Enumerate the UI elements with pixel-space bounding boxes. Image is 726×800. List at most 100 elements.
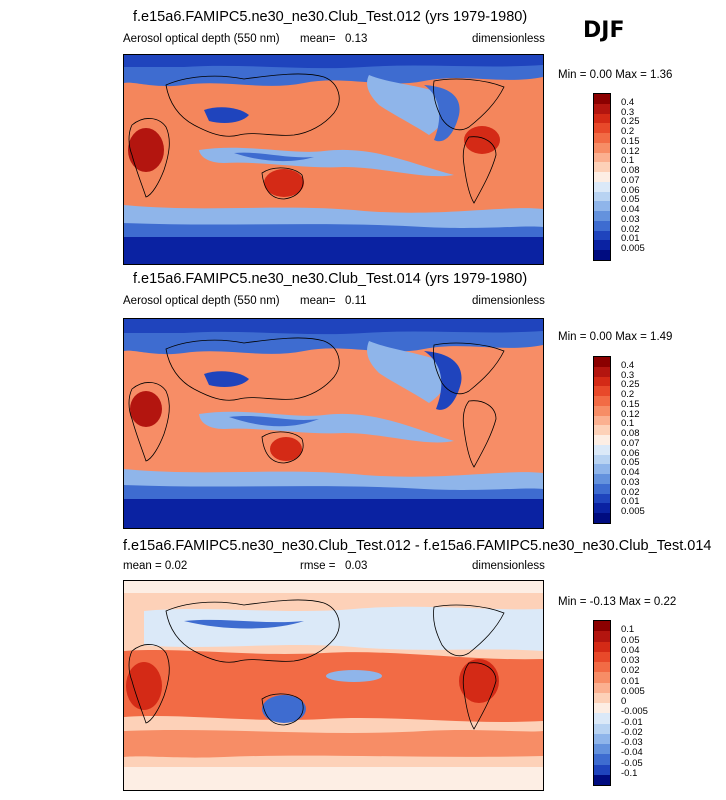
panel-2-title: f.e15a6.FAMIPC5.ne30_ne30.Club_Test.014 …	[133, 271, 528, 287]
map-region-tropical-pos	[124, 650, 543, 722]
map-region-australia-hot	[264, 169, 304, 197]
colorbar-swatch	[594, 162, 610, 172]
colorbar-swatch	[594, 493, 610, 504]
colorbar-tick-label: 0.02	[621, 665, 640, 677]
map-region-north-blue	[144, 606, 543, 651]
map-region-na-west	[424, 351, 462, 410]
colorbar-tick-label: 0.03	[621, 476, 640, 488]
colorbar-tick-label: 0.04	[621, 644, 640, 656]
map-region-tibet	[204, 107, 249, 123]
panel-2-map-svg	[124, 319, 543, 528]
panel-2-mean-label: mean=	[300, 295, 336, 307]
colorbar-tick-label: 0.08	[621, 428, 640, 440]
panel-1-mean-value: 0.13	[345, 33, 368, 45]
colorbar-tick-label: 0	[621, 696, 627, 707]
colorbar-swatch	[594, 113, 610, 124]
map-region-antarctica	[124, 499, 543, 528]
colorbar-swatch	[594, 631, 610, 642]
panel-3-mean-label: mean = 0.02	[123, 560, 188, 572]
colorbar-swatch	[594, 454, 610, 465]
panel-3-title: f.e15a6.FAMIPC5.ne30_ne30.Club_Test.012 …	[123, 538, 712, 554]
colorbar-swatch	[594, 672, 610, 683]
colorbar-swatch	[594, 123, 610, 133]
colorbar-swatch	[594, 641, 610, 652]
colorbar-swatch	[594, 483, 610, 494]
colorbar-tick-label: 0.05	[621, 634, 640, 646]
colorbar-swatch	[594, 181, 610, 192]
colorbar-swatch	[594, 211, 610, 221]
colorbar-tick-label: 0.01	[621, 496, 640, 508]
map-region-tropics-core	[234, 152, 314, 162]
panel-2-map	[123, 318, 544, 529]
colorbar-tick-label: 0.4	[621, 96, 635, 108]
map-coastlines	[128, 599, 505, 730]
map-region-asia-neg	[184, 619, 304, 629]
panel-2-minmax: Min = 0.00 Max = 1.49	[558, 331, 673, 343]
colorbar-tick-label: 0.06	[621, 184, 640, 196]
colorbar-tick-label: 0.05	[621, 457, 640, 469]
colorbar-swatch	[594, 662, 610, 673]
panel-1-map	[123, 54, 544, 265]
map-coastlines	[128, 73, 505, 204]
colorbar-tick-label: -0.01	[621, 716, 643, 728]
map-region-tibet	[204, 371, 249, 387]
panel-1-variable-label: Aerosol optical depth (550 nm)	[123, 33, 280, 45]
colorbar-tick-label: -0.03	[621, 737, 643, 748]
panel-1-minmax: Min = 0.00 Max = 1.36	[558, 69, 673, 81]
colorbar-tick-label: 0.04	[621, 204, 640, 216]
panel-3-rmse-label: rmse =	[300, 560, 336, 572]
colorbar-tick-label: 0.04	[621, 467, 640, 479]
map-region-tropics-core	[229, 416, 319, 427]
colorbar-swatch	[594, 103, 610, 114]
colorbar-tick-label: 0.07	[621, 437, 640, 449]
colorbar-swatch	[594, 764, 610, 775]
colorbar-tick-label: 0.2	[621, 126, 635, 138]
panel-2-mean-value: 0.11	[345, 295, 367, 307]
panel-3-units: dimensionless	[472, 560, 545, 572]
colorbar-tick-label: -0.005	[621, 706, 648, 718]
colorbar-tick-label: 0.08	[621, 165, 640, 177]
colorbar-tick-label: 0.3	[621, 369, 635, 381]
colorbar-swatch	[594, 376, 610, 387]
panel-1-colorbar	[593, 93, 611, 261]
colorbar-tick-label: -0.1	[621, 767, 638, 779]
colorbar-tick-label: 0.06	[621, 447, 640, 459]
colorbar-swatch	[594, 415, 610, 426]
panel-1-units: dimensionless	[472, 33, 545, 45]
colorbar-swatch	[594, 754, 610, 765]
panel-2-units: dimensionless	[472, 295, 545, 307]
colorbar-swatch	[594, 366, 610, 377]
colorbar-tick-label: -0.04	[621, 747, 643, 759]
colorbar-swatch	[594, 396, 610, 406]
colorbar-swatch	[594, 621, 610, 632]
map-region-australia-neg	[262, 695, 306, 723]
colorbar-tick-label: 0.15	[621, 135, 640, 147]
colorbar-tick-label: 0.01	[621, 675, 640, 687]
colorbar-swatch	[594, 405, 610, 416]
panel-1-title: f.e15a6.FAMIPC5.ne30_ne30.Club_Test.012 …	[133, 9, 528, 25]
colorbar-tick-label: 0.1	[621, 624, 635, 636]
colorbar-tick-label: 0.005	[621, 685, 645, 697]
colorbar-swatch	[594, 723, 610, 734]
map-coastlines	[128, 337, 505, 468]
colorbar-swatch	[594, 692, 610, 703]
colorbar-swatch	[594, 250, 610, 260]
map-region-north-pacific	[367, 75, 449, 135]
colorbar-tick-label: 0.03	[621, 655, 640, 666]
colorbar-swatch	[594, 464, 610, 474]
map-region-africa-pos	[126, 662, 162, 710]
colorbar-tick-label: 0.05	[621, 194, 640, 206]
map-region-antarctica	[124, 767, 543, 790]
colorbar-swatch	[594, 744, 610, 755]
colorbar-swatch	[594, 133, 610, 143]
colorbar-tick-label: 0.1	[621, 155, 635, 167]
colorbar-tick-label: 0.02	[621, 486, 640, 498]
season-label: DJF	[583, 18, 625, 43]
map-region-north-pacific	[367, 341, 449, 403]
colorbar-swatch	[594, 220, 610, 231]
panel-3-map-svg	[124, 581, 543, 790]
colorbar-swatch	[594, 774, 610, 785]
colorbar-swatch	[594, 513, 610, 523]
map-region-pacific-neg	[326, 670, 382, 682]
map-region-north-neutral	[124, 581, 543, 593]
